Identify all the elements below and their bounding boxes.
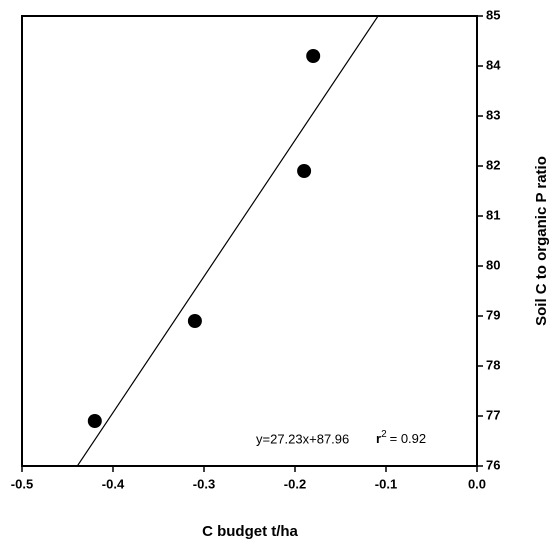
data-point bbox=[297, 164, 312, 178]
x-tick-label: -0.3 bbox=[193, 476, 215, 491]
x-tick-label: 0.0 bbox=[468, 476, 486, 491]
x-tick-label: -0.2 bbox=[284, 476, 306, 491]
trendline bbox=[76, 16, 379, 466]
y-tick-label: 76 bbox=[486, 457, 500, 472]
data-point bbox=[87, 414, 102, 428]
r-squared: r2 = 0.92 bbox=[376, 429, 426, 447]
y-tick-label: 83 bbox=[486, 107, 500, 122]
y-tick-label: 85 bbox=[486, 7, 500, 22]
y-tick-label: 81 bbox=[486, 207, 500, 222]
y-tick-label: 79 bbox=[486, 307, 500, 322]
r-exponent: 2 bbox=[381, 429, 387, 440]
x-tick-label: -0.4 bbox=[102, 476, 125, 491]
plot-frame bbox=[21, 15, 478, 467]
x-tick-label: -0.1 bbox=[375, 476, 397, 491]
y-tick-label: 78 bbox=[486, 357, 500, 372]
y-tick-label: 82 bbox=[486, 157, 500, 172]
y-tick-label: 80 bbox=[486, 257, 500, 272]
r-value: = 0.92 bbox=[390, 431, 427, 446]
equation: y=27.23x+87.96 bbox=[256, 431, 349, 446]
data-point bbox=[187, 314, 202, 328]
y-axis-title: Soil C to organic P ratio bbox=[533, 156, 550, 326]
x-tick-label: -0.5 bbox=[11, 476, 33, 491]
y-tick-label: 77 bbox=[486, 407, 500, 422]
data-point bbox=[306, 49, 321, 63]
r-symbol: r bbox=[376, 431, 381, 446]
x-axis-title: C budget t/ha bbox=[202, 523, 298, 540]
y-tick-label: 84 bbox=[486, 57, 501, 72]
